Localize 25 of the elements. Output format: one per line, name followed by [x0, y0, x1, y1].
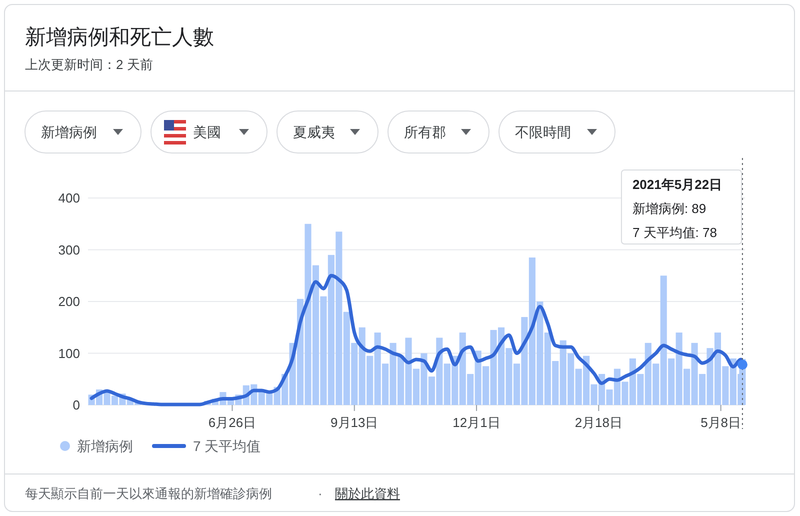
y-tick-label: 400	[58, 190, 80, 206]
text: 美國	[193, 124, 221, 140]
text: ·	[318, 486, 322, 501]
text: 夏威夷	[293, 124, 335, 140]
text: 關於此資料	[335, 486, 400, 501]
x-tick-label: 2月18日	[574, 415, 623, 430]
chart-subtitle: 上次更新时间：2 天前	[25, 57, 153, 72]
x-tick-label: 6月26日	[208, 415, 256, 430]
x-tick-label: 12月1日	[452, 415, 500, 430]
annotation: 新增病例: 89	[632, 201, 706, 216]
legend-label: 新增病例	[77, 438, 133, 454]
x-tick-label: 5月8日	[700, 415, 742, 430]
y-tick-label: 300	[58, 242, 80, 258]
text: 每天顯示自前一天以來通報的新增確診病例	[25, 486, 272, 501]
y-tick-label: 200	[58, 294, 80, 310]
text: 不限時間	[515, 124, 571, 140]
chart-title: 新增病例和死亡人數	[25, 26, 214, 49]
legend-label: 7 天平均值	[193, 438, 261, 454]
annotation: 7 天平均值: 78	[632, 225, 717, 240]
text: 所有郡	[404, 124, 446, 140]
y-tick-label: 0	[72, 398, 80, 413]
text: 新增病例	[41, 124, 97, 140]
y-tick-label: 100	[58, 346, 80, 361]
text: 2021年5月22日	[632, 177, 722, 192]
x-tick-label: 9月13日	[330, 415, 378, 430]
